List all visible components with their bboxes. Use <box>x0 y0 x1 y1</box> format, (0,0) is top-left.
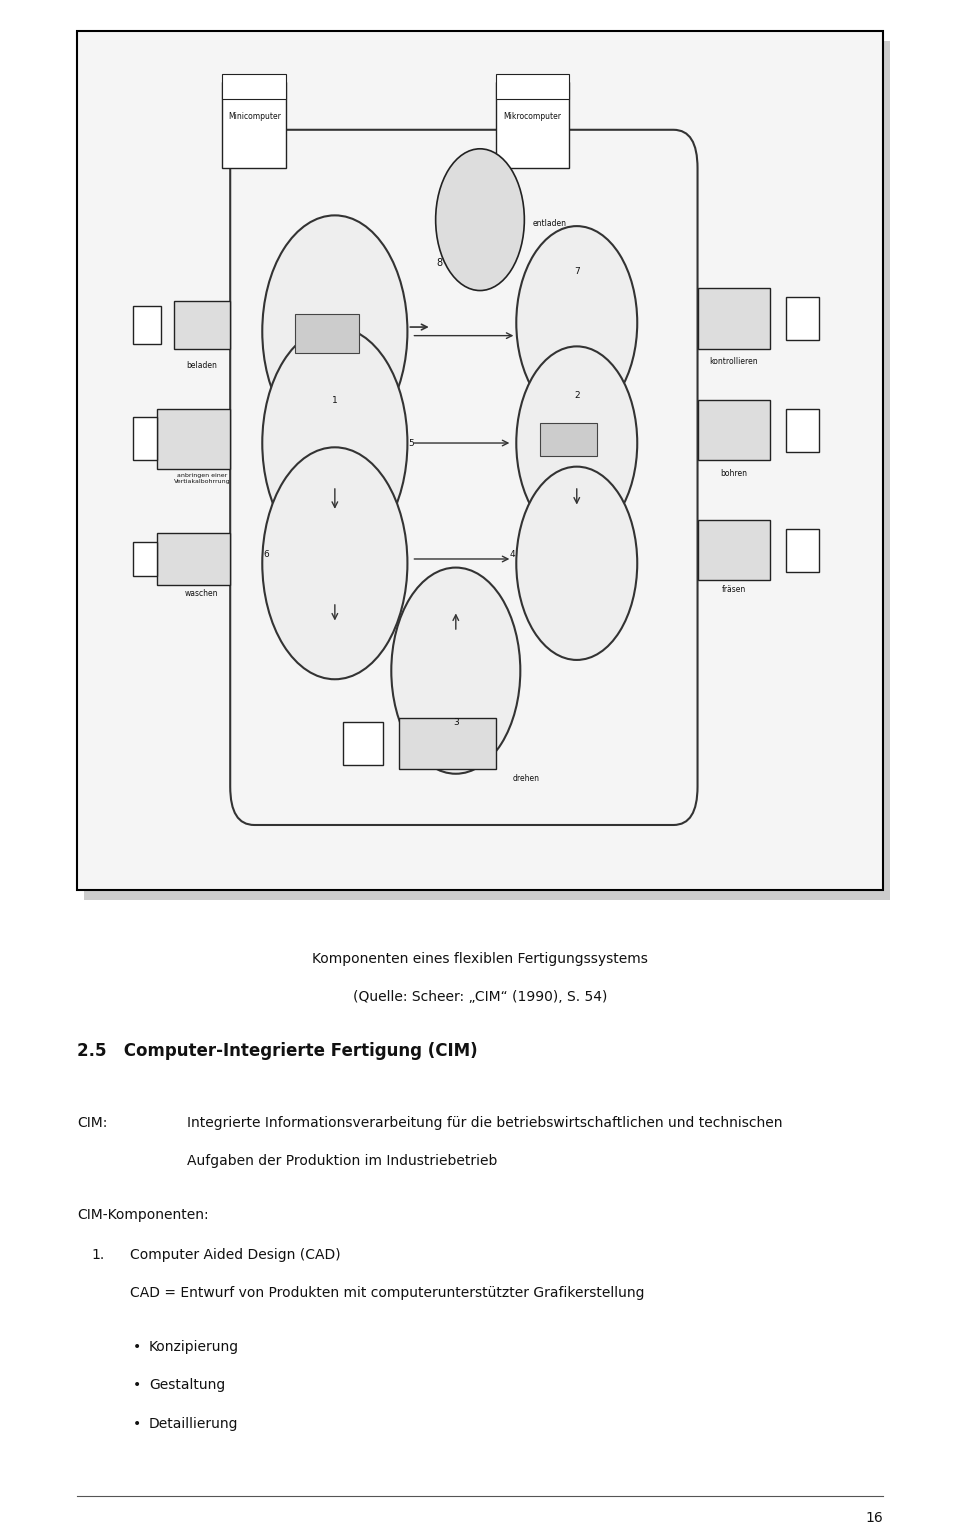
Text: 2: 2 <box>574 391 580 400</box>
Text: 1.: 1. <box>91 1247 105 1262</box>
Text: 2.5   Computer-Integrierte Fertigung (CIM): 2.5 Computer-Integrierte Fertigung (CIM) <box>77 1042 477 1060</box>
Circle shape <box>392 568 520 773</box>
Bar <box>343 723 383 765</box>
Text: Mikrocomputer: Mikrocomputer <box>503 112 562 121</box>
Bar <box>496 74 568 100</box>
Text: Konzipierung: Konzipierung <box>149 1339 239 1355</box>
FancyBboxPatch shape <box>174 301 230 348</box>
Text: (Quelle: Scheer: „CIM“ (1990), S. 54): (Quelle: Scheer: „CIM“ (1990), S. 54) <box>353 989 607 1005</box>
Text: Komponenten eines flexiblen Fertigungssystems: Komponenten eines flexiblen Fertigungssy… <box>312 951 648 966</box>
Circle shape <box>262 448 407 680</box>
FancyBboxPatch shape <box>157 534 230 584</box>
Text: bohren: bohren <box>721 469 748 477</box>
Text: •: • <box>133 1378 141 1393</box>
Bar <box>133 305 161 344</box>
Text: CIM:: CIM: <box>77 1115 108 1131</box>
Text: Integrierte Informationsverarbeitung für die betriebswirtschaftlichen und techni: Integrierte Informationsverarbeitung für… <box>187 1115 782 1131</box>
Text: Computer Aided Design (CAD): Computer Aided Design (CAD) <box>130 1247 340 1262</box>
Bar <box>496 83 568 169</box>
Text: waschen: waschen <box>185 589 219 598</box>
Text: •: • <box>133 1339 141 1355</box>
Circle shape <box>436 149 524 290</box>
FancyBboxPatch shape <box>77 31 883 890</box>
Text: Minicomputer: Minicomputer <box>228 112 280 121</box>
Text: 16: 16 <box>866 1511 883 1525</box>
FancyBboxPatch shape <box>540 423 597 456</box>
Text: 7: 7 <box>574 267 580 276</box>
Bar <box>133 542 157 577</box>
Text: fräsen: fräsen <box>722 584 746 594</box>
Text: beladen: beladen <box>186 362 217 370</box>
Text: kontrollieren: kontrollieren <box>709 357 758 367</box>
FancyBboxPatch shape <box>698 520 770 580</box>
Text: Detaillierung: Detaillierung <box>149 1416 238 1431</box>
Text: entladen: entladen <box>533 219 566 229</box>
Bar <box>786 298 819 341</box>
FancyBboxPatch shape <box>698 400 770 460</box>
Text: CIM-Komponenten:: CIM-Komponenten: <box>77 1207 208 1223</box>
Text: 6: 6 <box>263 551 269 560</box>
FancyBboxPatch shape <box>84 41 890 900</box>
FancyBboxPatch shape <box>698 288 770 348</box>
Text: 8: 8 <box>437 258 443 267</box>
Text: anbringen einer
Vertiakalbohrrung: anbringen einer Vertiakalbohrrung <box>174 472 230 483</box>
Bar <box>222 74 286 100</box>
Text: CAD = Entwurf von Produkten mit computerunterstützter Grafikerstellung: CAD = Entwurf von Produkten mit computer… <box>130 1285 644 1301</box>
Circle shape <box>262 215 407 448</box>
Circle shape <box>516 347 637 540</box>
Text: 1: 1 <box>332 396 338 405</box>
Text: 4: 4 <box>510 551 516 560</box>
Bar <box>786 529 819 572</box>
Bar <box>133 417 157 460</box>
Text: drehen: drehen <box>513 773 540 782</box>
FancyBboxPatch shape <box>295 314 359 353</box>
Circle shape <box>262 327 407 558</box>
Circle shape <box>516 225 637 419</box>
Text: •: • <box>133 1416 141 1431</box>
Bar <box>786 408 819 451</box>
Text: 3: 3 <box>453 718 459 727</box>
FancyBboxPatch shape <box>157 408 230 469</box>
Bar <box>222 83 286 169</box>
Text: Gestaltung: Gestaltung <box>149 1378 225 1393</box>
Circle shape <box>516 466 637 660</box>
FancyBboxPatch shape <box>399 718 496 770</box>
Text: Aufgaben der Produktion im Industriebetrieb: Aufgaben der Produktion im Industriebetr… <box>187 1154 497 1169</box>
Text: 5: 5 <box>409 439 415 448</box>
